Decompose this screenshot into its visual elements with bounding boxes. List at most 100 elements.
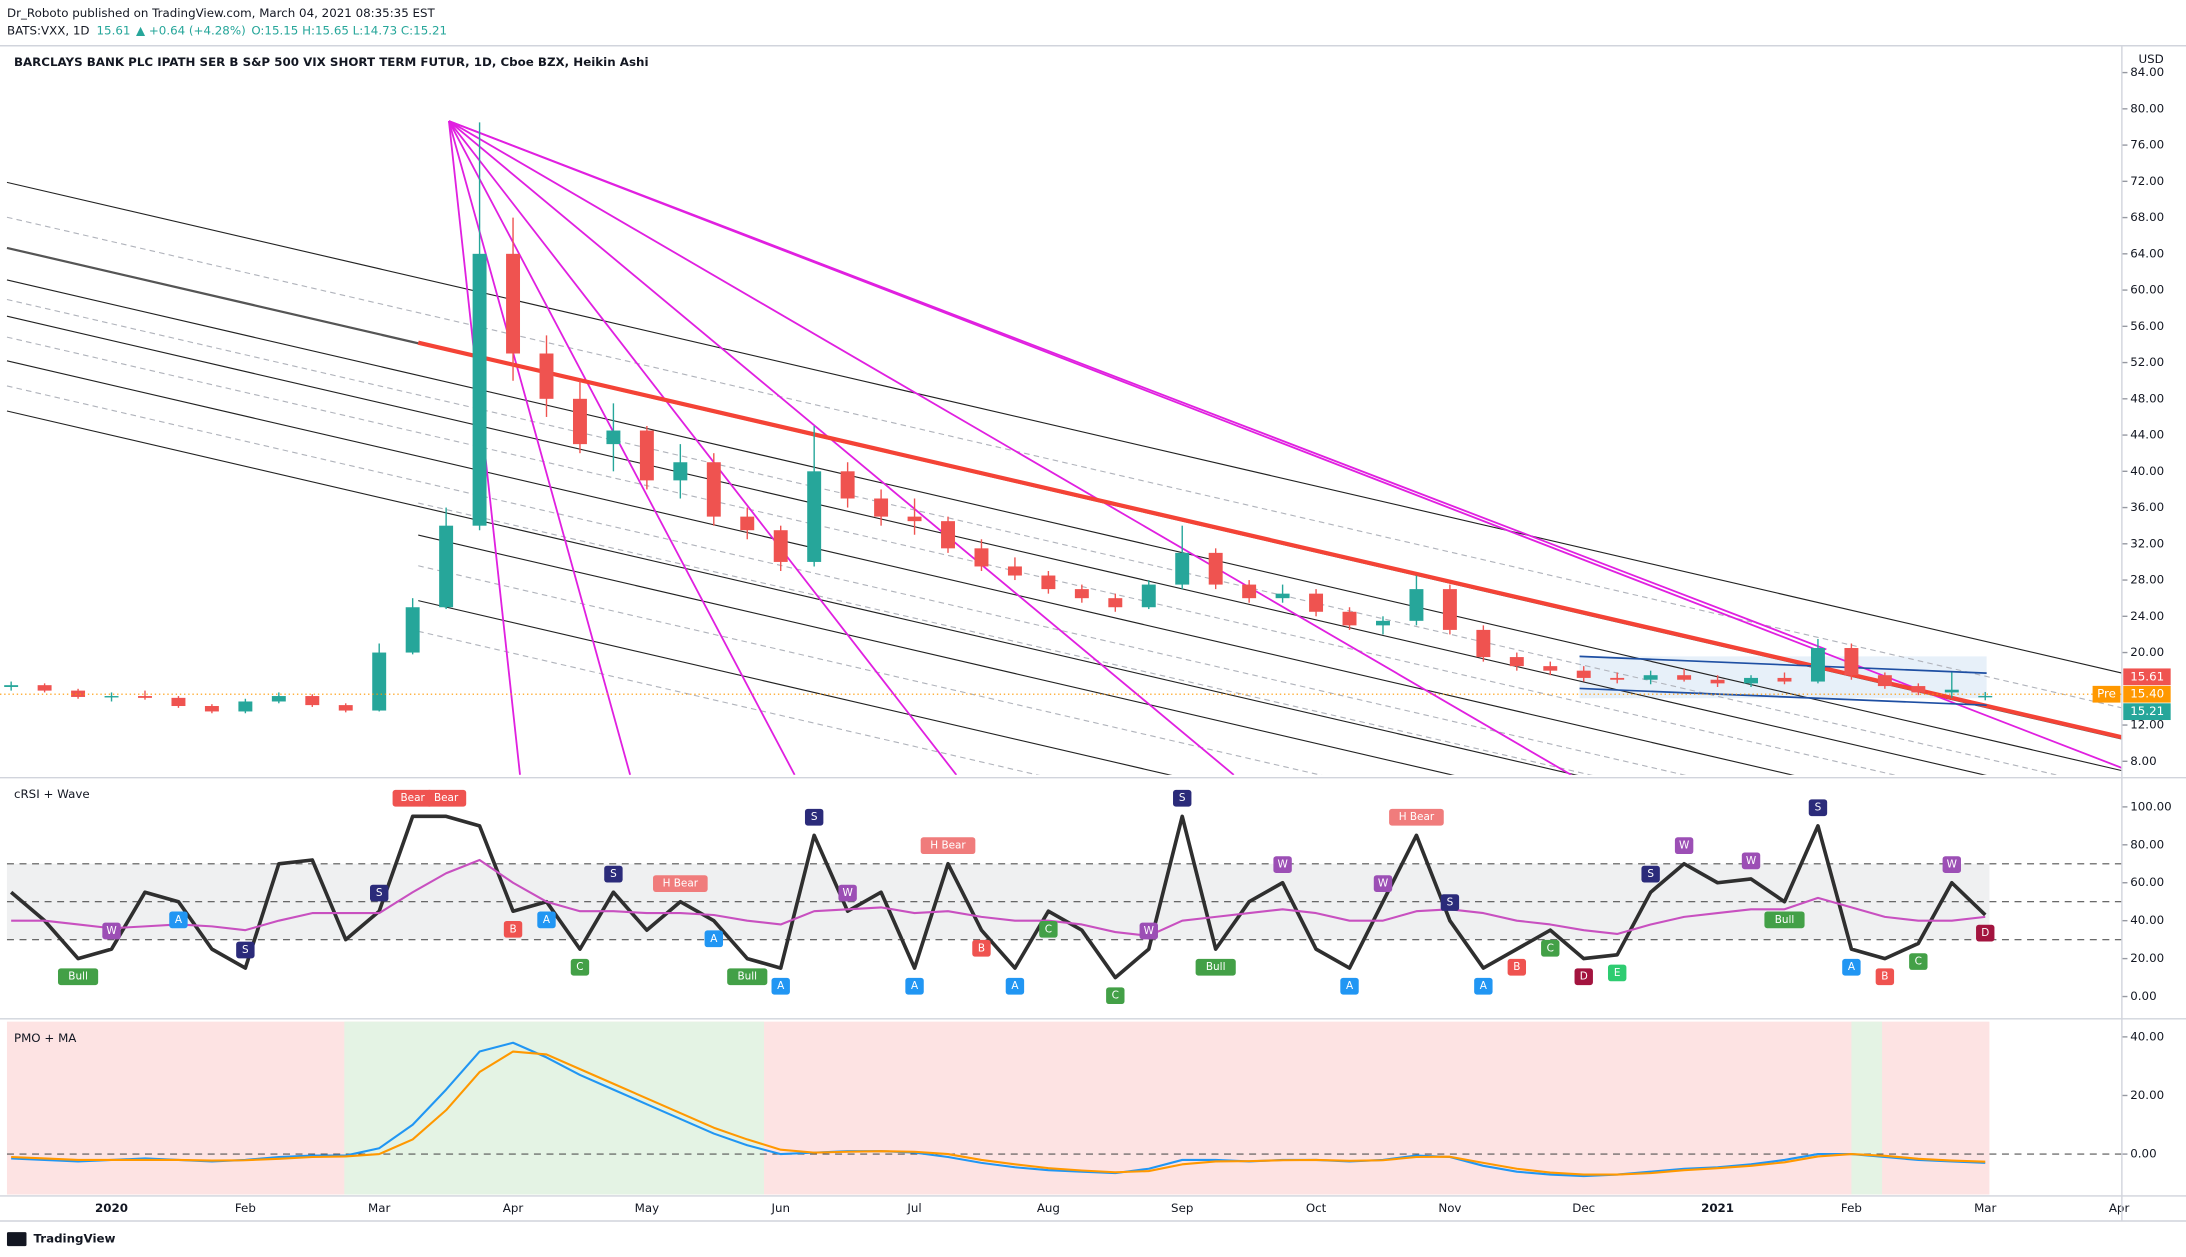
channel-line	[6, 298, 2059, 775]
candle-body	[773, 530, 788, 562]
signal-box	[1139, 922, 1158, 940]
candle-body	[405, 607, 420, 653]
x-tick-label: 2021	[1701, 1201, 1734, 1215]
y-tick-label: 40.00	[2130, 1029, 2164, 1043]
signal-label: H Bear	[1399, 811, 1435, 823]
drawings	[6, 120, 2122, 775]
signal-box	[653, 875, 708, 892]
signal-label: C	[1112, 990, 1119, 1002]
channel-line	[6, 410, 1578, 775]
symbol-line: BATS:VXX, 1D 15.61 ▲ +0.64 (+4.28%) O:15.15…	[7, 23, 447, 37]
signal-label: A	[543, 914, 551, 926]
candle-body	[1007, 566, 1022, 576]
signal-box	[1574, 968, 1593, 986]
signal-label: Bear	[434, 792, 459, 804]
y-tick-label: 52.00	[2130, 355, 2164, 369]
signal-box	[704, 930, 723, 948]
candle-body	[840, 471, 855, 499]
range-line	[1579, 687, 1987, 707]
plot: 2020 Feb Mar Apr May Jun Jul Aug Sep Oct Nov Dec 202…	[0, 65, 2172, 1215]
signal-box	[1541, 939, 1560, 957]
candle-body	[1744, 677, 1759, 684]
signal-label: W	[106, 925, 116, 937]
signal-label: S	[1447, 897, 1454, 909]
candle-body	[1944, 689, 1959, 693]
candle-body	[1810, 648, 1825, 682]
signal-label: A	[1480, 980, 1488, 992]
candle-body	[673, 462, 688, 481]
candle-body	[1175, 552, 1190, 585]
crsi-title: cRSI + Wave	[14, 787, 90, 801]
regression-line	[417, 340, 2122, 740]
candle-body	[271, 696, 286, 702]
publisher-line: Dr_Roboto published on TradingView.com, …	[7, 6, 436, 20]
signal-label: C	[1915, 956, 1922, 968]
signal-label: W	[1679, 840, 1689, 852]
y-tick-label: 40.00	[2130, 913, 2164, 927]
signal-box	[1474, 977, 1493, 995]
signal-box	[236, 941, 255, 959]
x-tick-label: Mar	[368, 1201, 390, 1215]
signal-label: W	[842, 887, 852, 899]
signal-box	[1389, 808, 1444, 826]
x-tick-label: Apr	[2109, 1201, 2130, 1215]
candle-body	[104, 696, 119, 698]
y-tick-label: 28.00	[2130, 573, 2164, 587]
symbol: BATS:VXX, 1D	[7, 23, 90, 37]
signal-box	[1440, 894, 1460, 911]
change: ▲ +0.64 (+4.28%)	[136, 23, 246, 37]
fan-line	[448, 120, 958, 775]
y-tick-label: 60.00	[2130, 283, 2164, 297]
signal-box	[1373, 875, 1393, 892]
signal-box	[1195, 958, 1236, 976]
y-tick-label: 100.00	[2130, 799, 2171, 813]
candle-body	[1141, 584, 1156, 608]
signal-label: A	[777, 980, 785, 992]
signal-label: W	[1378, 878, 1388, 890]
x-tick-label: 2020	[95, 1201, 128, 1215]
x-tick-label: Nov	[1438, 1201, 1461, 1215]
signal-label: S	[1815, 802, 1822, 814]
channel-line	[6, 315, 1987, 775]
candle-body	[1342, 611, 1357, 626]
candle-body	[171, 697, 186, 707]
channel-line	[6, 216, 2122, 709]
signal-label: A	[1848, 961, 1856, 973]
pmo-bullish-zone	[1851, 1021, 1883, 1195]
candle-body	[1409, 589, 1424, 621]
frame	[0, 45, 2186, 1222]
candle-body	[1911, 686, 1926, 693]
candle-body	[907, 516, 922, 522]
candle-body	[372, 652, 387, 711]
candle-body	[1108, 598, 1123, 608]
series-line	[11, 858, 1986, 937]
x-tick-label: Aug	[1037, 1201, 1060, 1215]
signal-label: S	[1179, 792, 1186, 804]
y-tick-label: 24.00	[2130, 609, 2164, 623]
channel-line	[6, 181, 2122, 674]
candle-body	[238, 701, 253, 712]
candle-body	[740, 516, 755, 531]
x-tick-label: Feb	[235, 1201, 256, 1215]
candle-body	[1610, 677, 1625, 680]
candle-body	[606, 430, 621, 445]
signal-label: S	[1647, 868, 1654, 880]
signal-label: C	[576, 961, 583, 973]
y-tick-label: 8.00	[2130, 754, 2156, 768]
signal-box	[1005, 977, 1025, 995]
x-tick-label: May	[635, 1201, 660, 1215]
candle-body	[1275, 593, 1290, 599]
signal-label: S	[376, 887, 383, 899]
candle-body	[1074, 589, 1089, 599]
last-price: 15.61	[97, 23, 131, 37]
signal-box	[1340, 977, 1359, 995]
signal-box	[804, 808, 824, 826]
signal-label: A	[911, 980, 919, 992]
signal-box	[1507, 958, 1527, 976]
candle-body	[1208, 552, 1223, 585]
signal-box	[537, 911, 556, 929]
price-tag-name-box	[2092, 685, 2121, 703]
candle-body	[1978, 695, 1993, 698]
channel-line	[418, 600, 1172, 775]
signal-box	[169, 911, 188, 929]
